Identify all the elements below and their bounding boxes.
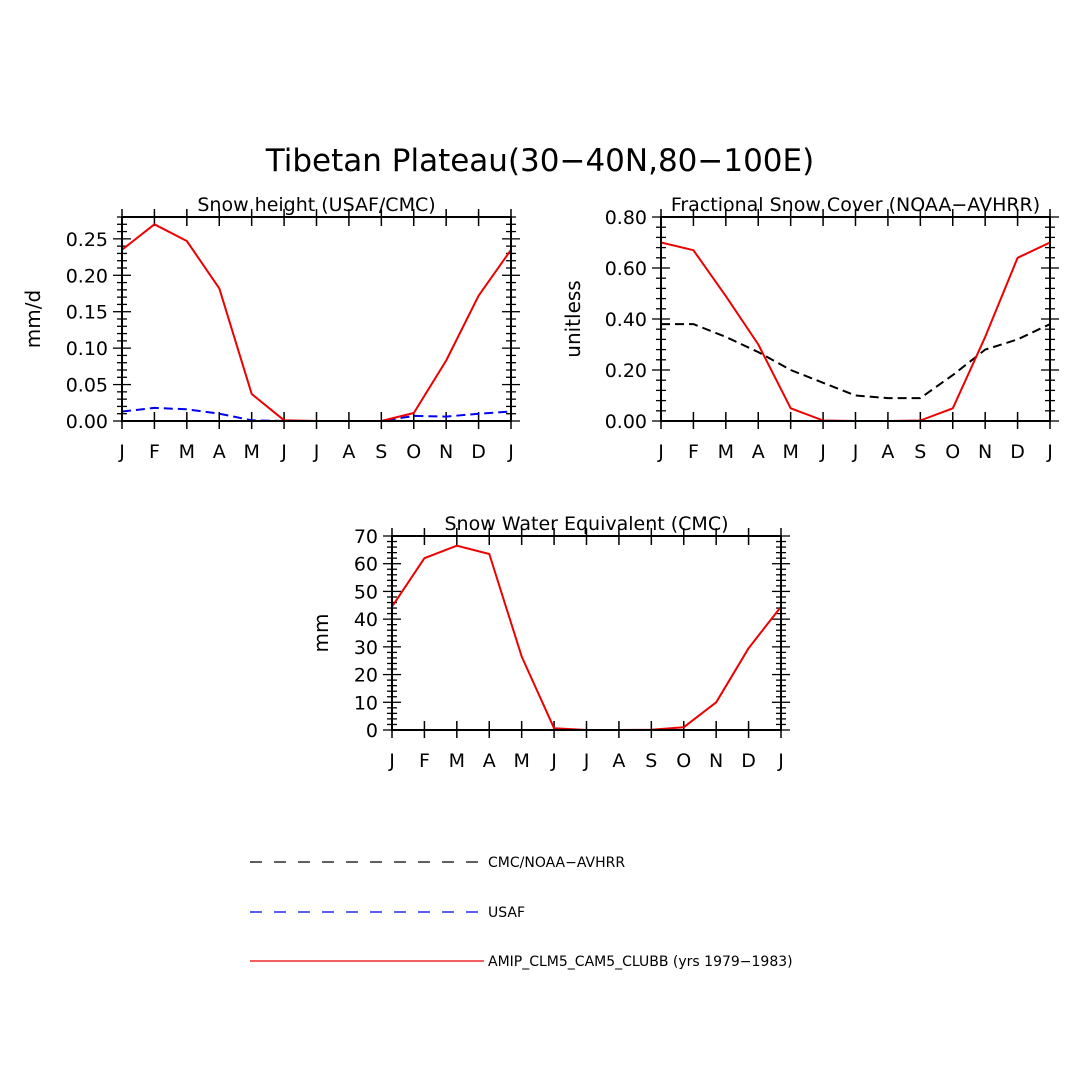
y-tick-label: 0.00: [66, 411, 108, 433]
x-tick-label: A: [881, 441, 894, 463]
x-tick-label: F: [688, 441, 699, 463]
x-tick-label: J: [313, 441, 320, 463]
x-tick-label: J: [1046, 441, 1053, 463]
x-tick-label: D: [471, 441, 486, 463]
y-ticks: [113, 216, 520, 422]
series-line-2: [122, 406, 511, 422]
y-axis-label: mm/d: [21, 290, 45, 348]
x-tick-label: M: [449, 750, 465, 772]
x-tick-label: A: [612, 750, 625, 772]
x-tick-label: J: [118, 441, 125, 463]
y-tick-label: 10: [354, 692, 378, 714]
y-tick-label: 40: [354, 609, 378, 631]
x-tick-label: A: [483, 750, 496, 772]
y-tick-label: 50: [354, 581, 378, 603]
x-tick-label: N: [439, 441, 453, 463]
x-tick-label: M: [243, 441, 259, 463]
x-tick-label: F: [419, 750, 430, 772]
legend: CMC/NOAA−AVHRR USAF AMIP_CLM5_CAM5_CLUBB (…: [250, 855, 793, 970]
x-tick-label: S: [914, 441, 926, 463]
y-tick-label: 0.05: [66, 375, 108, 397]
y-tick-label: 0.10: [66, 338, 108, 360]
y-tick-label: 0.00: [605, 411, 647, 433]
y-tick-label: 70: [354, 526, 378, 548]
x-tick-label: J: [852, 441, 859, 463]
y-tick-label: 0.25: [66, 229, 108, 251]
y-tick-label: 0: [366, 720, 378, 742]
x-tick-label: N: [709, 750, 723, 772]
y-tick-label: 60: [354, 554, 378, 576]
x-tick-label: F: [149, 441, 160, 463]
x-tick-label: S: [375, 441, 387, 463]
x-tick-label: M: [782, 441, 798, 463]
x-tick-label: N: [978, 441, 992, 463]
x-tick-label: J: [280, 441, 287, 463]
x-tick-label: J: [819, 441, 826, 463]
x-tick-label: M: [718, 441, 734, 463]
y-axis-label: unitless: [561, 280, 585, 357]
x-tick-label: D: [741, 750, 756, 772]
x-ticks: [391, 528, 782, 738]
chart-panel-1: Snow height (USAF/CMC)mm/dJ F M A M J J A S O N D J0…: [21, 194, 520, 463]
plot-frame: [660, 216, 1051, 422]
x-tick-label: J: [388, 750, 395, 772]
legend-label-2: USAF: [488, 905, 525, 921]
plot-frame: [121, 216, 512, 422]
plot-frame: [391, 535, 782, 731]
x-tick-label: S: [645, 750, 657, 772]
x-tick-label: J: [657, 441, 664, 463]
x-tick-label: J: [550, 750, 557, 772]
y-tick-label: 0.20: [66, 265, 108, 287]
x-tick-label: A: [342, 441, 355, 463]
x-tick-label: J: [507, 441, 514, 463]
y-tick-label: 0.15: [66, 302, 108, 324]
legend-label-1: CMC/NOAA−AVHRR: [488, 855, 625, 871]
legend-label-3: AMIP_CLM5_CAM5_CLUBB (yrs 1979−1983): [488, 954, 793, 970]
chart-panel-3: Snow Water Equivalent (CMC)mmJ F M A M J J A S O N…: [309, 513, 790, 772]
x-tick-label: J: [583, 750, 590, 772]
y-tick-label: 20: [354, 665, 378, 687]
x-tick-label: M: [179, 441, 195, 463]
series-line-3: [122, 223, 511, 422]
chart-title: Fractional Snow Cover (NOAA−AVHRR): [671, 194, 1040, 216]
chart-title: Snow height (USAF/CMC): [197, 194, 435, 216]
y-axis-label: mm: [309, 614, 333, 653]
x-tick-label: A: [752, 441, 765, 463]
y-tick-label: 0.60: [605, 258, 647, 280]
figure-title: Tibetan Plateau(30−40N,80−100E): [265, 143, 814, 179]
chart-title: Snow Water Equivalent (CMC): [444, 513, 728, 535]
y-tick-label: 0.20: [605, 360, 647, 382]
x-tick-label: O: [676, 750, 691, 772]
y-tick-label: 0.80: [605, 207, 647, 229]
series-line-2: [661, 241, 1050, 422]
x-tick-label: O: [406, 441, 421, 463]
x-tick-label: D: [1010, 441, 1025, 463]
x-tick-label: A: [213, 441, 226, 463]
x-tick-label: O: [945, 441, 960, 463]
series-line-2: [392, 544, 781, 731]
chart-panel-2: Fractional Snow Cover (NOAA−AVHRR) unitle…: [561, 194, 1059, 463]
y-ticks: [652, 216, 1059, 422]
x-tick-label: M: [513, 750, 529, 772]
y-tick-label: 30: [354, 637, 378, 659]
y-tick-label: 0.40: [605, 309, 647, 331]
x-ticks: [121, 209, 512, 429]
x-tick-label: J: [777, 750, 784, 772]
y-ticks: [383, 535, 790, 731]
series-line-1: [661, 323, 1050, 400]
